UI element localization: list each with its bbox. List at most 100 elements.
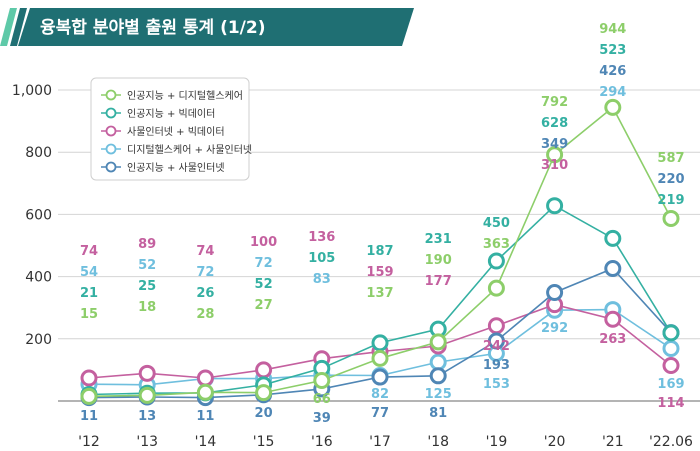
data-label: 310 bbox=[541, 158, 568, 173]
data-label: 193 bbox=[483, 358, 510, 373]
legend-label: 인공지능 + 사물인터넷 bbox=[127, 162, 225, 174]
legend-label: 디지털헬스케어 + 사물인터넷 bbox=[127, 144, 252, 156]
data-point bbox=[315, 373, 329, 387]
data-label: 82 bbox=[371, 387, 389, 402]
legend-marker bbox=[107, 127, 116, 136]
y-tick-label: 800 bbox=[25, 145, 52, 161]
y-tick-label: 600 bbox=[25, 207, 52, 223]
data-label: 21 bbox=[80, 286, 98, 301]
legend-marker bbox=[107, 145, 116, 154]
data-point bbox=[257, 363, 271, 377]
data-label: 54 bbox=[80, 265, 98, 280]
x-tick-label: '19 bbox=[486, 434, 508, 450]
data-point bbox=[606, 100, 620, 114]
x-tick-label: '14 bbox=[195, 434, 217, 450]
legend-label: 인공지능 + 디지털헬스케어 bbox=[127, 90, 243, 102]
data-label: 89 bbox=[138, 237, 156, 252]
data-label: 18 bbox=[138, 300, 156, 315]
data-point bbox=[431, 355, 445, 369]
header-banner: 융복합 분야별 출원 통계 (1/2) bbox=[0, 8, 414, 46]
data-point bbox=[198, 371, 212, 385]
data-point bbox=[431, 369, 445, 383]
data-point bbox=[489, 281, 503, 295]
data-label: 169 bbox=[657, 377, 684, 392]
data-label: 944 bbox=[599, 22, 626, 37]
data-label: 426 bbox=[599, 64, 626, 79]
data-label: 242 bbox=[483, 339, 510, 354]
legend: 인공지능 + 디지털헬스케어인공지능 + 빅데이터사물인터넷 + 빅데이터디지털… bbox=[91, 78, 252, 180]
data-point bbox=[664, 326, 678, 340]
data-label: 52 bbox=[255, 277, 273, 292]
data-label: 349 bbox=[541, 137, 568, 152]
y-tick-label: 1,000 bbox=[12, 83, 52, 99]
x-tick-label: '13 bbox=[136, 434, 158, 450]
data-point bbox=[489, 319, 503, 333]
data-label: 231 bbox=[425, 232, 452, 247]
data-label: 114 bbox=[657, 396, 684, 411]
data-point bbox=[198, 385, 212, 399]
data-point bbox=[373, 370, 387, 384]
data-point bbox=[82, 371, 96, 385]
data-point bbox=[257, 386, 271, 400]
data-label: 100 bbox=[250, 235, 277, 250]
x-tick-label: '12 bbox=[78, 434, 100, 450]
data-label: 219 bbox=[657, 193, 684, 208]
data-label: 263 bbox=[599, 332, 626, 347]
data-label: 628 bbox=[541, 116, 568, 131]
data-point bbox=[489, 254, 503, 268]
x-tick-label: '21 bbox=[602, 434, 624, 450]
data-label: 74 bbox=[196, 244, 214, 259]
legend-label: 인공지능 + 빅데이터 bbox=[127, 108, 215, 120]
data-point bbox=[140, 366, 154, 380]
data-label: 220 bbox=[657, 172, 684, 187]
legend-marker bbox=[107, 109, 116, 118]
data-point bbox=[664, 211, 678, 225]
data-label: 159 bbox=[366, 265, 393, 280]
data-label: 72 bbox=[196, 265, 214, 280]
legend-label: 사물인터넷 + 빅데이터 bbox=[127, 126, 225, 138]
data-point bbox=[664, 359, 678, 373]
data-label: 450 bbox=[483, 216, 510, 231]
x-tick-label: '22.06 bbox=[649, 434, 693, 450]
data-label: 77 bbox=[371, 406, 389, 421]
data-label: 523 bbox=[599, 43, 626, 58]
data-label: 153 bbox=[483, 377, 510, 392]
data-point bbox=[140, 388, 154, 402]
data-label: 13 bbox=[138, 409, 156, 424]
data-label: 136 bbox=[308, 230, 335, 245]
data-point bbox=[606, 262, 620, 276]
y-tick-label: 400 bbox=[25, 270, 52, 286]
y-tick-label: 200 bbox=[25, 332, 52, 348]
x-tick-label: '20 bbox=[544, 434, 566, 450]
data-label: 11 bbox=[196, 409, 214, 424]
data-label: 792 bbox=[541, 95, 568, 110]
data-point bbox=[82, 389, 96, 403]
data-point bbox=[606, 231, 620, 245]
data-label: 11 bbox=[80, 409, 98, 424]
x-tick-label: '16 bbox=[311, 434, 333, 450]
legend-marker bbox=[107, 163, 116, 172]
data-label: 105 bbox=[308, 251, 335, 266]
data-point bbox=[606, 312, 620, 326]
data-point bbox=[664, 341, 678, 355]
data-label: 83 bbox=[313, 272, 331, 287]
data-label: 363 bbox=[483, 237, 510, 252]
data-label: 28 bbox=[196, 307, 214, 322]
x-tick-label: '17 bbox=[369, 434, 391, 450]
data-label: 81 bbox=[429, 406, 447, 421]
data-label: 177 bbox=[425, 274, 452, 289]
legend-marker bbox=[107, 91, 116, 100]
data-point bbox=[431, 335, 445, 349]
data-label: 20 bbox=[255, 406, 273, 421]
x-tick-label: '18 bbox=[427, 434, 449, 450]
data-point bbox=[548, 199, 562, 213]
x-tick-label: '15 bbox=[253, 434, 275, 450]
data-label: 137 bbox=[366, 286, 393, 301]
data-label: 74 bbox=[80, 244, 98, 259]
data-label: 587 bbox=[657, 151, 684, 166]
data-label: 292 bbox=[541, 321, 568, 336]
data-label: 25 bbox=[138, 279, 156, 294]
data-label: 190 bbox=[425, 253, 452, 268]
data-label: 72 bbox=[255, 256, 273, 271]
